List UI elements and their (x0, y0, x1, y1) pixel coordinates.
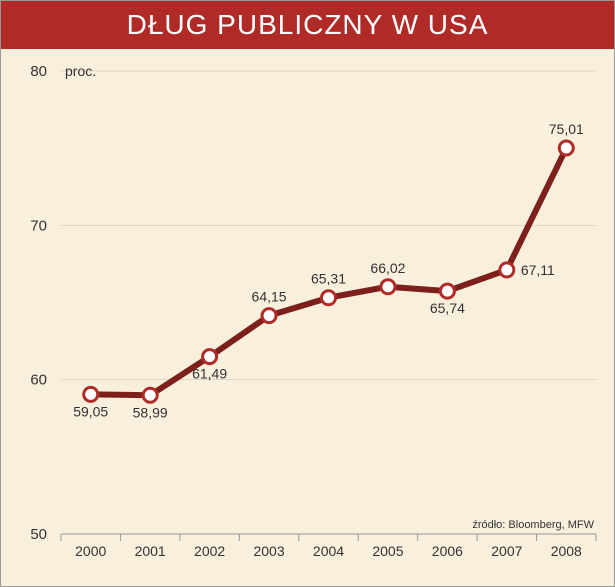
data-marker (381, 280, 395, 294)
data-marker (500, 263, 514, 277)
value-label: 58,99 (133, 404, 168, 420)
data-marker (559, 141, 573, 155)
plot-area: 50 60 70 80 proc. 2000 2001 2002 2003 2004 2005 200… (9, 59, 606, 574)
x-tick-label: 2002 (194, 543, 225, 559)
x-tick-label: 2006 (432, 543, 463, 559)
chart-svg: 50 60 70 80 proc. 2000 2001 2002 2003 2004 2005 200… (9, 59, 608, 576)
x-tick-label: 2000 (75, 543, 106, 559)
y-tick-label: 50 (30, 526, 47, 543)
data-marker (262, 309, 276, 323)
x-tick-label: 2005 (372, 543, 403, 559)
value-label: 64,15 (252, 289, 287, 305)
x-tick-label: 2003 (253, 543, 284, 559)
value-label: 67,11 (521, 262, 555, 278)
x-tick-label: 2001 (135, 543, 166, 559)
y-unit-label: proc. (65, 63, 96, 79)
chart-title: DŁUG PUBLICZNY W USA (127, 9, 489, 41)
value-label: 65,31 (311, 271, 346, 287)
value-label: 66,02 (370, 260, 405, 276)
data-marker (143, 388, 157, 402)
chart-frame: DŁUG PUBLICZNY W USA 50 60 70 80 proc. 2000 20… (0, 0, 615, 587)
x-tick-label: 2004 (313, 543, 344, 559)
title-bar: DŁUG PUBLICZNY W USA (1, 1, 614, 49)
data-marker (440, 284, 454, 298)
y-tick-label: 70 (30, 217, 47, 234)
y-tick-label: 80 (30, 63, 47, 80)
value-label: 61,49 (192, 366, 227, 382)
x-tick-label: 2008 (551, 543, 582, 559)
data-marker (203, 350, 217, 364)
x-tick-label: 2007 (491, 543, 522, 559)
y-tick-label: 60 (30, 372, 47, 389)
value-label: 65,74 (430, 300, 465, 316)
data-marker (322, 291, 336, 305)
value-label: 59,05 (73, 403, 108, 419)
source-label: źródło: Bloomberg, MFW (472, 519, 594, 531)
data-marker (84, 387, 98, 401)
value-label: 75,01 (549, 121, 584, 137)
